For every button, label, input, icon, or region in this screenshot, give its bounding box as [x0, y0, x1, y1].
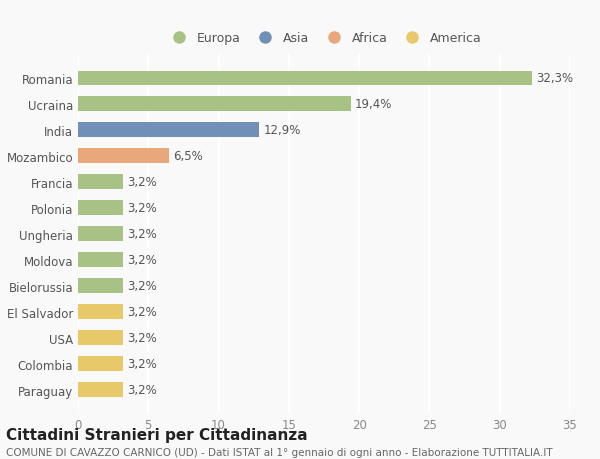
Text: Cittadini Stranieri per Cittadinanza: Cittadini Stranieri per Cittadinanza	[6, 427, 308, 442]
Bar	[78, 382, 123, 397]
Bar	[78, 149, 169, 163]
Text: 3,2%: 3,2%	[127, 176, 157, 189]
Bar	[78, 97, 351, 112]
Legend: Europa, Asia, Africa, America: Europa, Asia, Africa, America	[166, 32, 482, 45]
Bar	[78, 279, 123, 293]
Text: 3,2%: 3,2%	[127, 228, 157, 241]
Bar	[78, 330, 123, 345]
Text: COMUNE DI CAVAZZO CARNICO (UD) - Dati ISTAT al 1° gennaio di ogni anno - Elabora: COMUNE DI CAVAZZO CARNICO (UD) - Dati IS…	[6, 448, 553, 458]
Text: 3,2%: 3,2%	[127, 383, 157, 396]
Text: 3,2%: 3,2%	[127, 253, 157, 267]
Text: 3,2%: 3,2%	[127, 280, 157, 292]
Bar	[78, 305, 123, 319]
Bar	[78, 253, 123, 267]
Bar	[78, 123, 259, 138]
Text: 3,2%: 3,2%	[127, 305, 157, 319]
Text: 3,2%: 3,2%	[127, 357, 157, 370]
Bar	[78, 227, 123, 241]
Text: 3,2%: 3,2%	[127, 331, 157, 344]
Bar	[78, 71, 532, 86]
Text: 32,3%: 32,3%	[536, 72, 574, 85]
Bar	[78, 175, 123, 190]
Text: 6,5%: 6,5%	[173, 150, 203, 163]
Text: 3,2%: 3,2%	[127, 202, 157, 215]
Text: 19,4%: 19,4%	[355, 98, 392, 111]
Text: 12,9%: 12,9%	[263, 124, 301, 137]
Bar	[78, 201, 123, 215]
Bar	[78, 357, 123, 371]
